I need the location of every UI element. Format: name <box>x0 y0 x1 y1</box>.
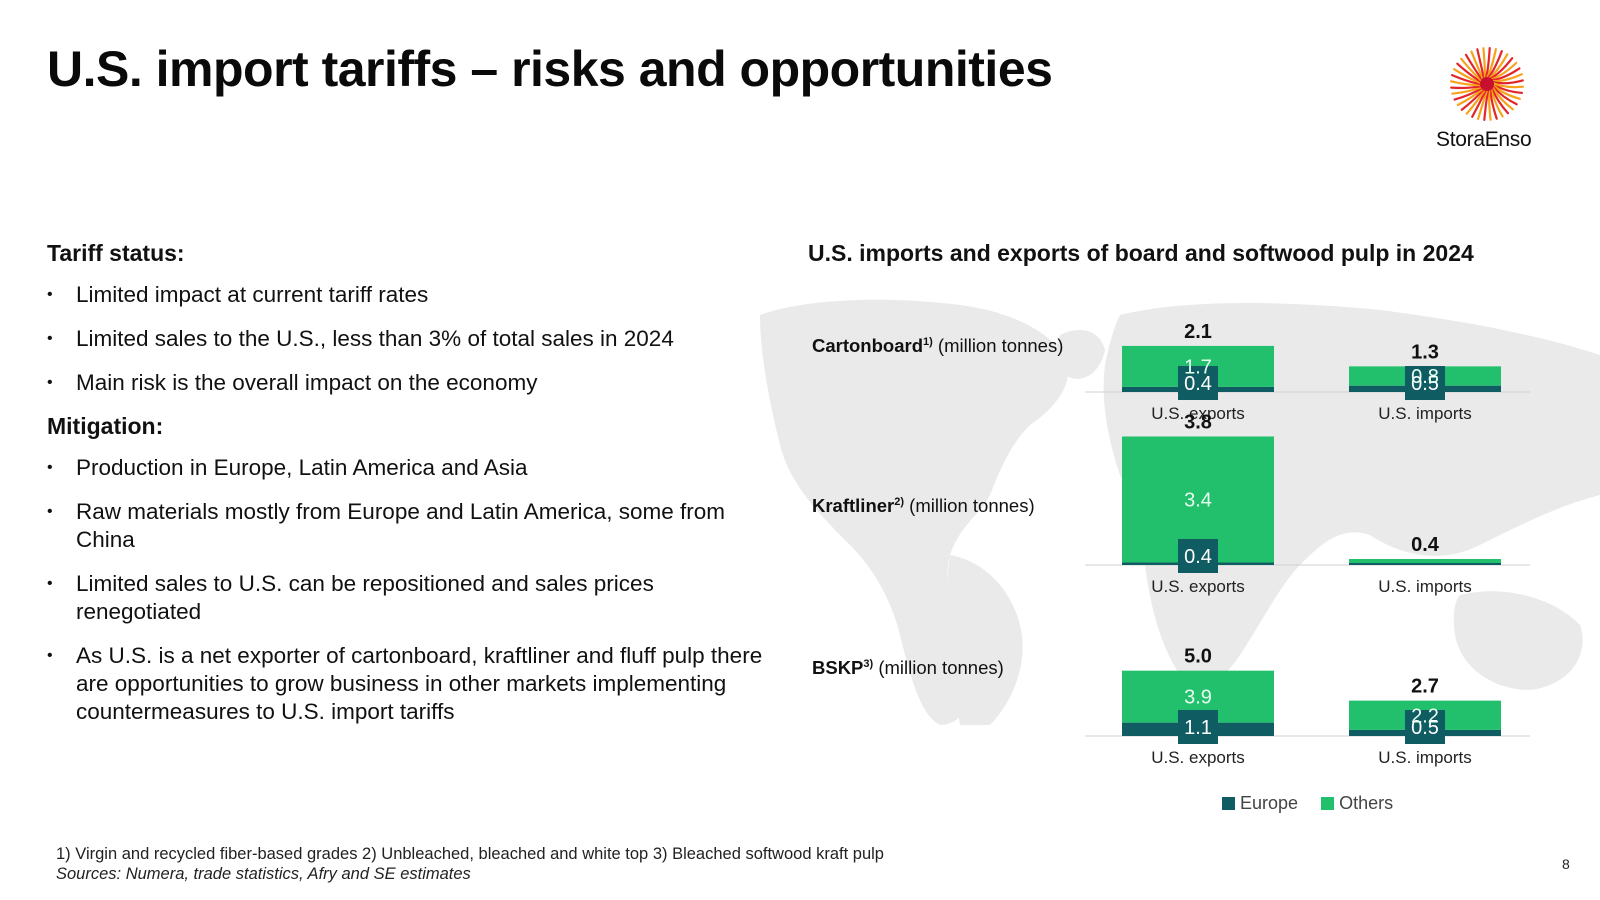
left-column: Tariff status: Limited impact at current… <box>47 240 767 742</box>
europe-value-label: 0.4 <box>1184 373 1212 395</box>
europe-label-box <box>1178 539 1218 573</box>
row-label-cartonboard: Cartonboard1) (million tonnes) <box>812 335 1064 356</box>
others-value-label: 3.4 <box>1184 489 1212 511</box>
chart-title: U.S. imports and exports of board and so… <box>808 240 1474 266</box>
europe-label-box <box>1405 366 1445 400</box>
category-label: U.S. exports <box>1151 748 1245 767</box>
sources-note: Sources: Numera, trade statistics, Afry … <box>56 865 471 883</box>
page-title: U.S. import tariffs – risks and opportun… <box>47 41 1053 97</box>
category-label: U.S. imports <box>1378 748 1472 767</box>
europe-swatch-icon <box>1222 797 1235 810</box>
stora-enso-logo-icon <box>1450 47 1524 121</box>
list-item: Production in Europe, Latin America and … <box>47 454 767 482</box>
list-item: Raw materials mostly from Europe and Lat… <box>47 498 767 554</box>
list-item: Main risk is the overall impact on the e… <box>47 369 767 397</box>
europe-value-label: 1.1 <box>1184 717 1212 739</box>
europe-label-box <box>1178 710 1218 744</box>
bar-europe <box>1349 563 1501 565</box>
others-value-label: 3.9 <box>1184 687 1212 709</box>
row-label-bskp: BSKP3) (million tonnes) <box>812 657 1004 678</box>
list-item: Limited impact at current tariff rates <box>47 281 767 309</box>
world-map-background <box>760 299 1600 725</box>
europe-label-box <box>1178 366 1218 400</box>
total-value-label: 5.0 <box>1184 646 1212 668</box>
total-value-label: 3.8 <box>1184 411 1212 433</box>
category-label: U.S. exports <box>1151 404 1245 423</box>
list-item: Limited sales to U.S. can be repositione… <box>47 570 767 626</box>
list-item: As U.S. is a net exporter of cartonboard… <box>47 642 767 726</box>
bar-others <box>1349 559 1501 565</box>
tariff-status-heading: Tariff status: <box>47 240 185 266</box>
others-value-label: 0.8 <box>1411 366 1439 388</box>
others-value-label: 2.2 <box>1411 705 1439 727</box>
total-value-label: 0.4 <box>1411 534 1440 556</box>
total-value-label: 1.3 <box>1411 341 1439 363</box>
europe-value-label: 0.5 <box>1411 717 1439 739</box>
others-swatch-icon <box>1321 797 1335 810</box>
category-label: U.S. imports <box>1378 404 1472 423</box>
mitigation-list: Production in Europe, Latin America and … <box>47 454 767 726</box>
chart-legend: Europe Others <box>1222 793 1411 814</box>
europe-value-label: 0.5 <box>1411 373 1439 395</box>
legend-others: Others <box>1321 793 1393 814</box>
row-label-kraftliner: Kraftliner2) (million tonnes) <box>812 495 1035 516</box>
total-value-label: 2.1 <box>1184 321 1212 343</box>
category-label: U.S. exports <box>1151 577 1245 596</box>
europe-label-box <box>1405 710 1445 744</box>
europe-value-label: 0.4 <box>1184 546 1212 568</box>
others-value-label: 1.7 <box>1184 356 1212 378</box>
category-label: U.S. imports <box>1378 577 1472 596</box>
legend-europe: Europe <box>1222 793 1298 814</box>
page-number: 8 <box>1562 856 1570 872</box>
tariff-status-list: Limited impact at current tariff rates L… <box>47 281 767 397</box>
footnote: 1) Virgin and recycled fiber-based grade… <box>56 845 884 863</box>
mitigation-heading: Mitigation: <box>47 413 164 439</box>
logo-text: StoraEnso <box>1436 128 1532 151</box>
total-value-label: 2.7 <box>1411 676 1439 698</box>
list-item: Limited sales to the U.S., less than 3% … <box>47 325 767 353</box>
